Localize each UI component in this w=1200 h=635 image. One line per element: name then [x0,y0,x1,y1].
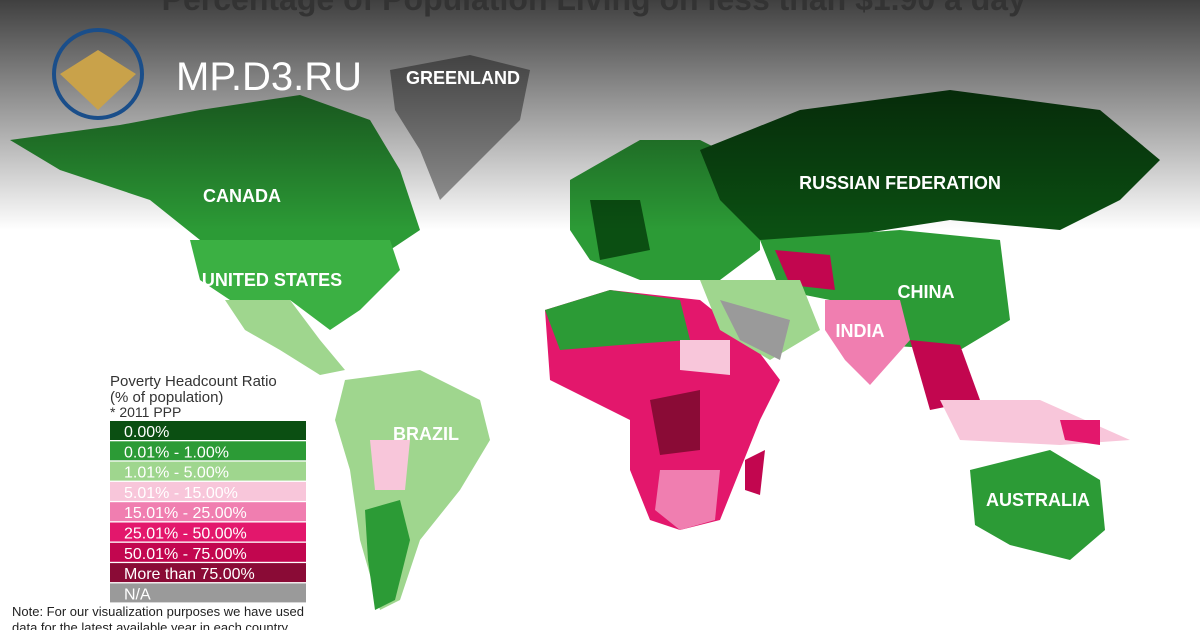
country-label: UNITED STATES [202,270,342,290]
legend-label: 0.01% - 1.00% [124,444,229,461]
legend-swatch [110,461,306,481]
legend-title: Poverty Headcount Ratio [110,373,277,390]
footnote: data for the latest available year in ea… [12,620,289,630]
legend-label: 5.01% - 15.00% [124,485,238,502]
legend-label: 50.01% - 75.00% [124,546,247,563]
legend-swatch [110,522,306,542]
legend-swatch [110,441,306,461]
legend-label: More than 75.00% [124,566,255,583]
legend-label: 1.01% - 5.00% [124,465,229,482]
legend-swatch [110,542,306,562]
legend-swatch [110,563,306,583]
country-label: RUSSIAN FEDERATION [799,173,1001,193]
legend-swatch [110,583,306,603]
country-label: INDIA [836,321,885,341]
country-label: AUSTRALIA [986,490,1090,510]
logo [52,28,144,120]
title: Percentage of Population Living on less … [162,0,1039,17]
legend-swatch [110,481,306,501]
country-label: CANADA [203,186,281,206]
country-label: GREENLAND [406,68,520,88]
legend-label: 15.01% - 25.00% [124,505,247,522]
legend-label: N/A [124,586,151,603]
country-label: BRAZIL [393,424,459,444]
legend-note: * 2011 PPP [110,404,181,420]
legend: Poverty Headcount Ratio (% of population… [110,373,306,603]
legend-label: 25.01% - 50.00% [124,526,247,543]
legend-swatch [110,502,306,522]
legend-swatch [110,421,306,440]
top-shade [0,0,1200,230]
watermark: MP.D3.RU [176,55,362,99]
legend-subtitle: (% of population) [110,389,223,406]
country-label: CHINA [898,282,955,302]
footnote: Note: For our visualization purposes we … [12,604,304,619]
legend-label: 0.00% [124,424,169,441]
